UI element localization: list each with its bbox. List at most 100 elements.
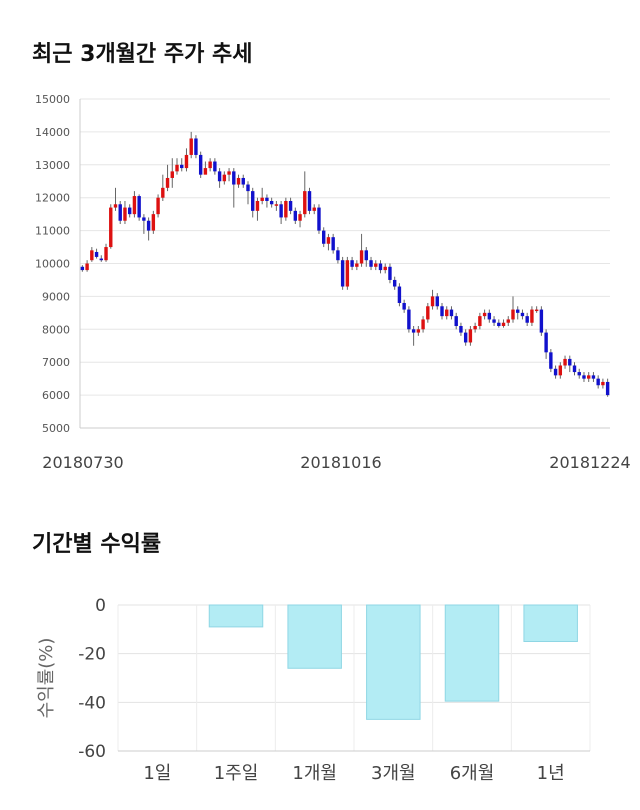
candle-body [279, 204, 283, 218]
candle-body [284, 200, 288, 218]
candle-body [435, 296, 439, 307]
candle-body [378, 263, 383, 271]
candle-body [478, 316, 482, 327]
candle-body [265, 197, 269, 201]
candle-body [482, 312, 487, 317]
candle-body [274, 204, 279, 206]
candle-body [94, 251, 99, 257]
candle-body [85, 263, 89, 271]
candle-body [165, 177, 170, 188]
candle-body [298, 214, 302, 221]
candle-body [497, 322, 501, 327]
candle-body [269, 200, 274, 205]
candle-body [246, 184, 250, 192]
candle-body [506, 319, 510, 323]
return-y-tick-label: -20 [78, 645, 106, 665]
candle-body [90, 250, 94, 261]
return-x-tick-label: 6개월 [450, 763, 495, 784]
candle-body [544, 332, 548, 353]
candle-body [525, 316, 529, 323]
candle-body [255, 200, 260, 211]
candle-body [605, 381, 610, 396]
price-y-tick-label: 10000 [35, 258, 70, 271]
candle-body [175, 164, 179, 172]
candle-body [421, 319, 425, 330]
candle-body [203, 168, 208, 175]
price-x-tick-label: 20181016 [300, 453, 381, 472]
price-y-tick-label: 15000 [35, 93, 70, 106]
candle-body [591, 375, 596, 379]
candle-body [582, 375, 586, 379]
candle-body [336, 250, 340, 261]
return-x-tick-label: 1개월 [292, 763, 337, 784]
return-bar [523, 604, 578, 642]
price-trend-title: 최근 3개월간 주가 추세 [32, 42, 253, 67]
candle-body [312, 207, 316, 211]
candle-body [322, 230, 326, 244]
price-y-tick-label: 13000 [35, 159, 70, 172]
candle-body [572, 365, 577, 373]
return-x-tick-label: 1일 [143, 763, 171, 784]
candle-body [430, 296, 435, 307]
price-y-tick-label: 14000 [35, 126, 70, 139]
candle-body [350, 260, 354, 267]
candle-body [345, 260, 350, 287]
candle-body [359, 250, 364, 264]
price-y-tick-label: 8000 [42, 323, 70, 336]
candle-body [558, 365, 563, 376]
candle-body [445, 309, 449, 317]
candle-body [369, 260, 373, 267]
candle-body [463, 332, 468, 343]
candle-body [520, 312, 525, 317]
candle-body [213, 161, 217, 172]
candle-body [459, 326, 463, 333]
candle-body [208, 161, 212, 169]
candle-body [198, 154, 203, 175]
candle-body [241, 177, 245, 185]
candle-body [109, 207, 113, 248]
candle-body [501, 322, 506, 327]
candle-body [317, 207, 321, 231]
candle-body [180, 164, 184, 169]
price-y-tick-label: 9000 [42, 290, 70, 303]
candle-body [227, 171, 231, 175]
return-bar [444, 604, 500, 702]
candle-body [104, 247, 108, 261]
candle-body [568, 358, 572, 366]
return-bar [208, 604, 264, 628]
candle-body [217, 171, 222, 182]
candle-body [288, 200, 293, 211]
candle-body [293, 210, 298, 221]
candle-body [511, 309, 515, 320]
candle-body [127, 207, 132, 215]
candle-body [492, 319, 496, 323]
return-y-axis-label: 수익률(%) [36, 638, 57, 719]
return-y-tick-label: 0 [95, 596, 106, 616]
period-return-title: 기간별 수익률 [32, 532, 162, 557]
candle-body [326, 237, 331, 244]
candle-body [260, 197, 264, 201]
candle-body [236, 177, 241, 185]
return-bar [366, 604, 421, 720]
candle-body [170, 171, 174, 178]
return-x-tick-label: 1년 [537, 763, 565, 784]
candle-body [142, 217, 146, 221]
price-y-tick-label: 11000 [35, 225, 70, 238]
price-x-tick-label: 20181224 [549, 453, 630, 472]
return-x-tick-label: 3개월 [371, 763, 416, 784]
candle-body [454, 316, 458, 327]
candle-body [596, 378, 600, 386]
candle-body [553, 368, 558, 376]
candle-body [539, 309, 544, 333]
candle-body [563, 358, 567, 366]
candle-body [132, 196, 137, 215]
candle-body [426, 306, 430, 320]
candle-body [407, 309, 411, 330]
candle-body [118, 204, 122, 221]
candle-body [222, 174, 227, 182]
candle-body [194, 138, 198, 155]
candle-body [473, 326, 477, 330]
price-y-tick-label: 12000 [35, 192, 70, 205]
candle-body [440, 306, 444, 317]
